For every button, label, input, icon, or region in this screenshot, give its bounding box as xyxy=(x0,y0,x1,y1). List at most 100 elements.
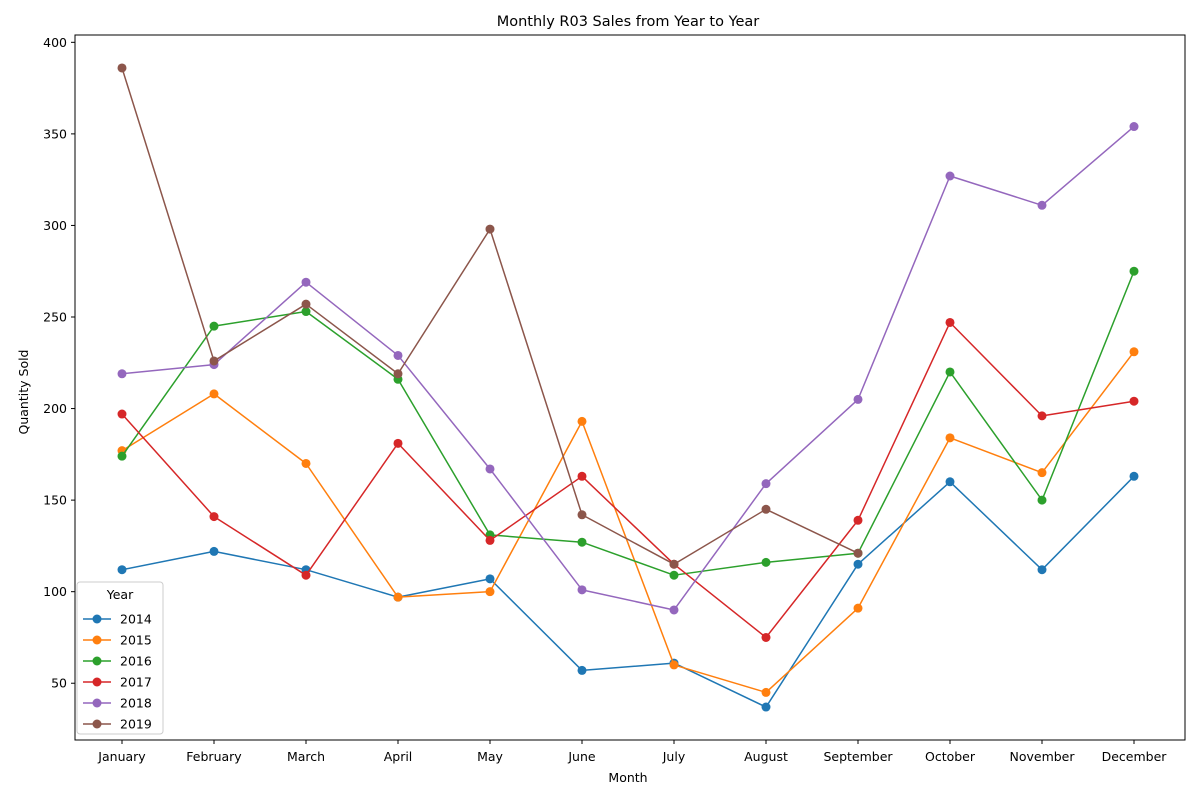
data-point xyxy=(1037,495,1047,505)
data-point xyxy=(761,504,771,514)
series-2018 xyxy=(117,122,1139,615)
legend-label: 2018 xyxy=(120,696,152,711)
data-point xyxy=(393,438,403,448)
x-tick-label: October xyxy=(925,749,976,764)
series-2015 xyxy=(117,347,1139,697)
legend-item-2015: 2015 xyxy=(83,633,152,648)
legend-title: Year xyxy=(106,587,134,602)
data-point xyxy=(393,592,403,602)
series-line-2017 xyxy=(121,321,1135,639)
legend-marker xyxy=(92,614,102,624)
data-point xyxy=(577,471,587,481)
legend-item-2018: 2018 xyxy=(83,696,152,711)
series-line-2016 xyxy=(121,270,1135,576)
x-axis-title: Month xyxy=(608,770,647,785)
legend-label: 2015 xyxy=(120,633,152,648)
data-point xyxy=(669,605,679,615)
data-point xyxy=(853,548,863,558)
data-point xyxy=(117,369,127,379)
data-point xyxy=(1037,565,1047,575)
data-point xyxy=(853,515,863,525)
legend-label: 2014 xyxy=(120,612,152,627)
legend-label: 2019 xyxy=(120,717,152,732)
data-point xyxy=(485,574,495,584)
data-point xyxy=(117,451,127,461)
data-point xyxy=(117,409,127,419)
plot-frame xyxy=(74,34,1186,741)
data-point xyxy=(1129,396,1139,406)
data-point xyxy=(1129,266,1139,276)
legend-item-2019: 2019 xyxy=(83,717,152,732)
data-point xyxy=(301,299,311,309)
series-2014 xyxy=(117,471,1139,712)
series-line-2018 xyxy=(121,125,1135,611)
data-point xyxy=(209,512,219,522)
legend-marker xyxy=(92,698,102,708)
data-point xyxy=(1037,200,1047,210)
x-tick-label: February xyxy=(186,749,242,764)
legend-item-2017: 2017 xyxy=(83,675,152,690)
data-point xyxy=(209,356,219,366)
legend-marker xyxy=(92,656,102,666)
legend-item-2014: 2014 xyxy=(83,612,152,627)
data-point xyxy=(485,535,495,545)
data-point xyxy=(577,665,587,675)
series-line-2019 xyxy=(121,67,859,565)
data-point xyxy=(209,321,219,331)
data-point xyxy=(669,570,679,580)
data-point xyxy=(945,433,955,443)
y-axis-title: Quantity Sold xyxy=(16,350,31,435)
data-point xyxy=(393,369,403,379)
series-2017 xyxy=(117,317,1139,642)
data-point xyxy=(485,464,495,474)
data-point xyxy=(853,394,863,404)
y-tick-label: 150 xyxy=(43,493,67,508)
x-tick-label: September xyxy=(823,749,893,764)
x-tick-label: November xyxy=(1009,749,1075,764)
data-point xyxy=(577,585,587,595)
y-tick-label: 100 xyxy=(43,584,67,599)
y-tick-label: 350 xyxy=(43,126,67,141)
data-point xyxy=(577,416,587,426)
y-tick-label: 400 xyxy=(43,35,67,50)
legend-marker xyxy=(92,677,102,687)
y-tick-label: 200 xyxy=(43,401,67,416)
legend-label: 2016 xyxy=(120,654,152,669)
legend-label: 2017 xyxy=(120,675,152,690)
x-tick-label: June xyxy=(567,749,596,764)
data-point xyxy=(945,171,955,181)
data-point xyxy=(301,277,311,287)
series-2019 xyxy=(117,63,863,569)
data-point xyxy=(945,477,955,487)
legend-item-2016: 2016 xyxy=(83,654,152,669)
data-point xyxy=(853,603,863,613)
data-point xyxy=(761,632,771,642)
data-point xyxy=(1037,468,1047,478)
legend-marker xyxy=(92,635,102,645)
data-point xyxy=(301,307,311,317)
y-tick-label: 50 xyxy=(51,676,67,691)
data-point xyxy=(853,559,863,569)
data-point xyxy=(669,660,679,670)
data-point xyxy=(577,537,587,547)
data-point xyxy=(393,350,403,360)
x-tick-label: December xyxy=(1102,749,1168,764)
x-tick-label: January xyxy=(97,749,146,764)
x-tick-label: April xyxy=(384,749,413,764)
data-point xyxy=(945,367,955,377)
data-point xyxy=(209,546,219,556)
data-point xyxy=(1129,122,1139,132)
data-point xyxy=(669,559,679,569)
y-tick-label: 300 xyxy=(43,218,67,233)
data-point xyxy=(761,557,771,567)
x-tick-label: March xyxy=(287,749,325,764)
x-tick-label: July xyxy=(662,749,686,764)
data-point xyxy=(117,63,127,73)
x-tick-label: May xyxy=(477,749,503,764)
data-point xyxy=(1129,471,1139,481)
chart-title: Monthly R03 Sales from Year to Year xyxy=(497,14,760,30)
data-point xyxy=(577,510,587,520)
data-point xyxy=(117,565,127,575)
data-point xyxy=(301,458,311,468)
